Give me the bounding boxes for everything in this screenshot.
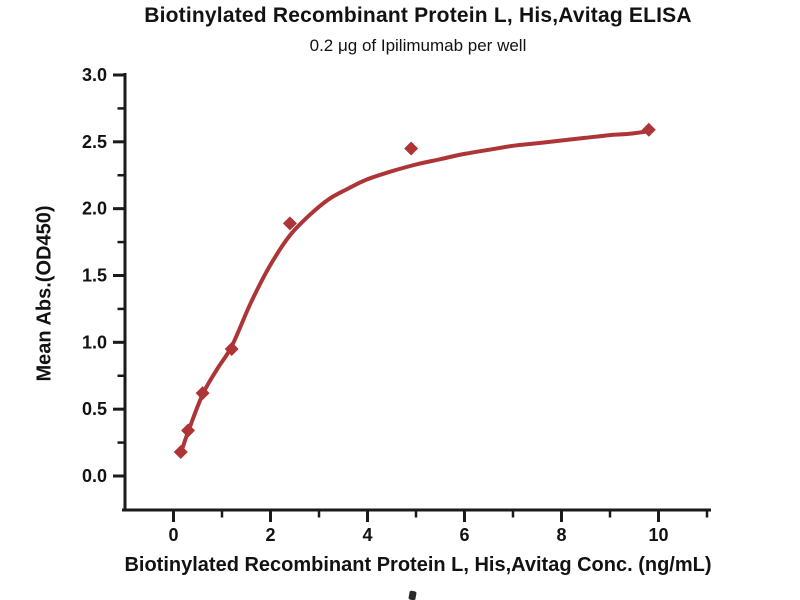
y-tick-label: 0.0 — [82, 466, 107, 486]
data-point — [195, 386, 210, 401]
x-tick-label: 2 — [265, 525, 275, 545]
x-tick-label: 10 — [648, 525, 668, 545]
x-tick-label: 0 — [168, 525, 178, 545]
data-point — [404, 141, 419, 156]
chart-subtitle: 0.2 μg of Ipilimumab per well — [309, 36, 527, 55]
chart-title: Biotinylated Recombinant Protein L, His,… — [144, 4, 692, 27]
x-tick-label: 6 — [459, 525, 469, 545]
data-point — [173, 444, 188, 459]
data-point — [641, 122, 656, 137]
cropped-text-artifact — [408, 590, 417, 600]
y-tick-label: 0.5 — [82, 399, 107, 419]
data-point — [224, 342, 239, 357]
y-tick-label: 3.0 — [82, 65, 107, 85]
x-tick-label: 4 — [362, 525, 372, 545]
y-tick-label: 2.0 — [82, 199, 107, 219]
fit-curve — [178, 129, 651, 456]
y-tick-label: 2.5 — [82, 132, 107, 152]
y-tick-label: 1.5 — [82, 265, 107, 285]
x-axis-label: Biotinylated Recombinant Protein L, His,… — [124, 554, 712, 576]
y-tick-label: 1.0 — [82, 332, 107, 352]
x-tick-label: 8 — [556, 525, 566, 545]
data-point — [181, 423, 196, 438]
data-point — [282, 216, 297, 231]
